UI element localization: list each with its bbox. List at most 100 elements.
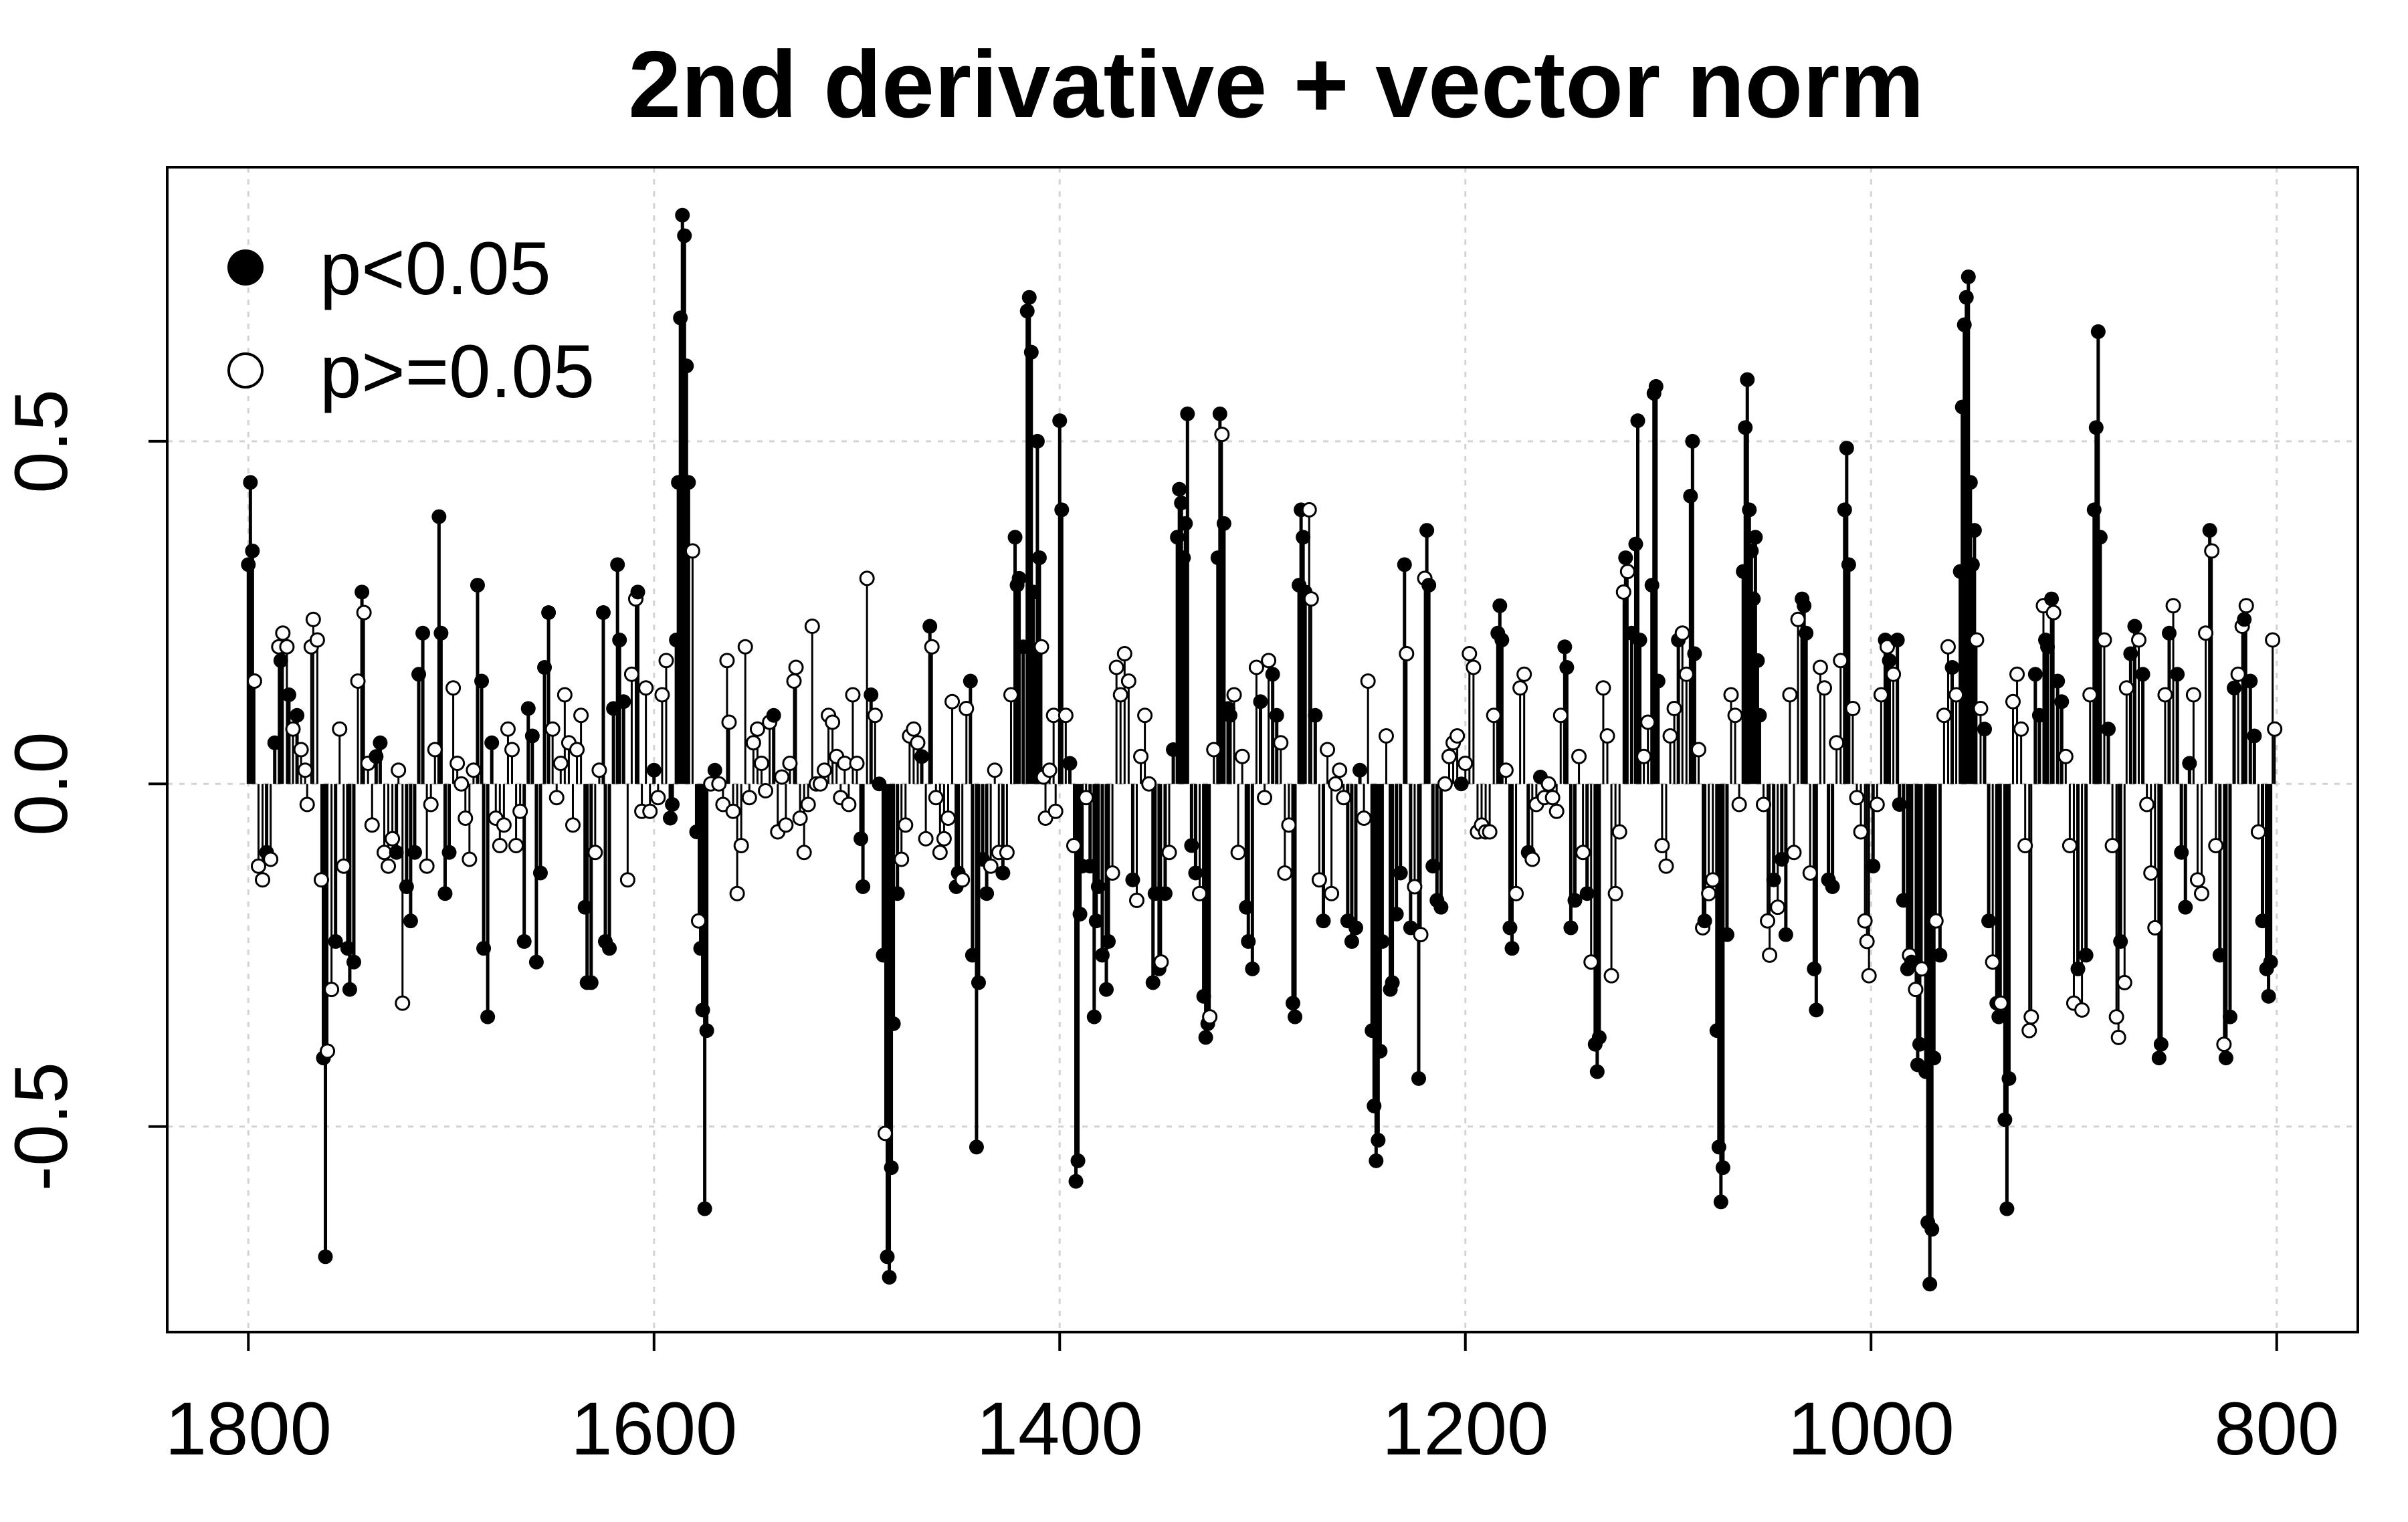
data-point-significant (1023, 344, 1039, 360)
data-point-nonsignificant (932, 845, 948, 861)
data-point-nonsignificant (1845, 701, 1861, 717)
data-point-significant (1502, 920, 1518, 936)
data-point-significant (1719, 927, 1734, 942)
data-point-significant (524, 728, 540, 744)
data-point-significant (1778, 927, 1793, 942)
data-point-significant (1715, 1160, 1730, 1176)
data-point-significant (1021, 290, 1037, 305)
data-point-significant (1752, 708, 1767, 723)
data-point-nonsignificant (297, 762, 313, 778)
data-point-significant (1421, 578, 1437, 593)
data-point-nonsignificant (1611, 824, 1627, 840)
data-point-significant (1839, 441, 1854, 456)
data-point-nonsignificant (2189, 872, 2205, 888)
data-point-nonsignificant (749, 721, 765, 737)
data-point-significant (243, 475, 258, 490)
data-point-nonsignificant (1230, 845, 1246, 861)
y-tick-label: 0.5 (0, 389, 83, 494)
data-point-nonsignificant (1482, 824, 1498, 840)
data-point-nonsignificant (1790, 611, 1806, 627)
data-point-significant (1090, 879, 1106, 894)
data-point-significant (2212, 948, 2227, 963)
data-point-significant (1180, 406, 1195, 421)
data-point-nonsignificant (1112, 687, 1128, 703)
data-point-nonsignificant (496, 817, 512, 833)
data-point-nonsignificant (918, 831, 934, 847)
data-point-significant (1145, 975, 1161, 990)
data-point-nonsignificant (877, 1125, 893, 1142)
data-point-nonsignificant (350, 673, 366, 689)
data-point-nonsignificant (983, 858, 999, 874)
data-point-significant (630, 584, 645, 600)
data-point-nonsignificant (2045, 605, 2062, 621)
data-point-nonsignificant (2185, 687, 2201, 703)
data-point-nonsignificant (2238, 598, 2254, 614)
data-point-nonsignificant (867, 708, 883, 724)
data-point-nonsignificant (466, 762, 482, 778)
data-point-nonsignificant (898, 817, 914, 833)
data-point-nonsignificant (936, 831, 952, 847)
data-point-nonsignificant (1336, 790, 1352, 806)
data-point-significant (963, 673, 978, 689)
data-point-significant (1198, 1030, 1213, 1045)
data-point-significant (1912, 1037, 1927, 1052)
data-point-significant (1492, 598, 1508, 613)
data-point-nonsignificant (1727, 708, 1743, 724)
data-point-nonsignificant (2204, 543, 2220, 559)
data-point-significant (1579, 886, 1595, 901)
data-point-nonsignificant (1812, 659, 1828, 675)
data-point-significant (1563, 920, 1579, 936)
data-point-significant (1748, 530, 1763, 545)
data-point-nonsignificant (1332, 762, 1348, 778)
data-point-significant (1025, 584, 1041, 600)
data-point-significant (1738, 420, 1753, 435)
data-point-significant (2178, 899, 2193, 915)
data-point-significant (2263, 954, 2278, 970)
data-point-significant (1746, 591, 1761, 607)
data-point-significant (2092, 530, 2108, 545)
data-point-nonsignificant (910, 735, 926, 751)
data-point-nonsignificant (449, 755, 466, 771)
data-point-significant (1740, 372, 1755, 387)
data-point-significant (1918, 1064, 1934, 1079)
data-point-nonsignificant (1615, 584, 1631, 600)
data-point-significant (1099, 982, 1114, 997)
data-point-nonsignificant (1437, 776, 1453, 792)
data-point-nonsignificant (504, 742, 520, 758)
legend-filled-marker (227, 249, 264, 286)
data-point-nonsignificant (1449, 728, 1466, 744)
data-point-significant (1082, 859, 1098, 874)
data-point-nonsignificant (1466, 659, 1482, 675)
data-point-significant (1557, 639, 1573, 655)
data-point-significant (1088, 913, 1104, 929)
data-point-significant (612, 633, 627, 648)
data-point-significant (856, 879, 871, 894)
data-point-significant (1241, 934, 1256, 949)
data-point-nonsignificant (1261, 653, 1277, 669)
data-point-significant (1567, 893, 1583, 908)
data-point-significant (1101, 934, 1116, 949)
data-point-significant (1285, 996, 1300, 1011)
data-point-nonsignificant (1191, 885, 1207, 901)
data-point-significant (474, 673, 490, 689)
data-point-significant (1239, 899, 1254, 915)
data-point-nonsignificant (690, 913, 706, 929)
data-point-significant (965, 948, 980, 963)
legend-label-significant: p<0.05 (320, 227, 551, 310)
data-point-nonsignificant (788, 659, 804, 675)
data-point-significant (1011, 570, 1027, 586)
data-point-nonsignificant (1486, 708, 1502, 724)
data-point-significant (1389, 906, 1404, 921)
data-point-nonsignificant (313, 872, 329, 888)
data-point-significant (689, 824, 704, 839)
data-point-nonsignificant (423, 796, 439, 812)
data-point-significant (1837, 502, 1852, 518)
data-point-nonsignificant (2157, 687, 2173, 703)
data-point-significant (2170, 667, 2185, 682)
data-point-nonsignificant (445, 680, 462, 696)
data-point-nonsignificant (1816, 680, 1832, 696)
data-point-significant (520, 701, 536, 716)
data-point-nonsignificant (745, 735, 761, 751)
data-point-significant (2202, 523, 2217, 538)
data-point-significant (2247, 728, 2262, 744)
